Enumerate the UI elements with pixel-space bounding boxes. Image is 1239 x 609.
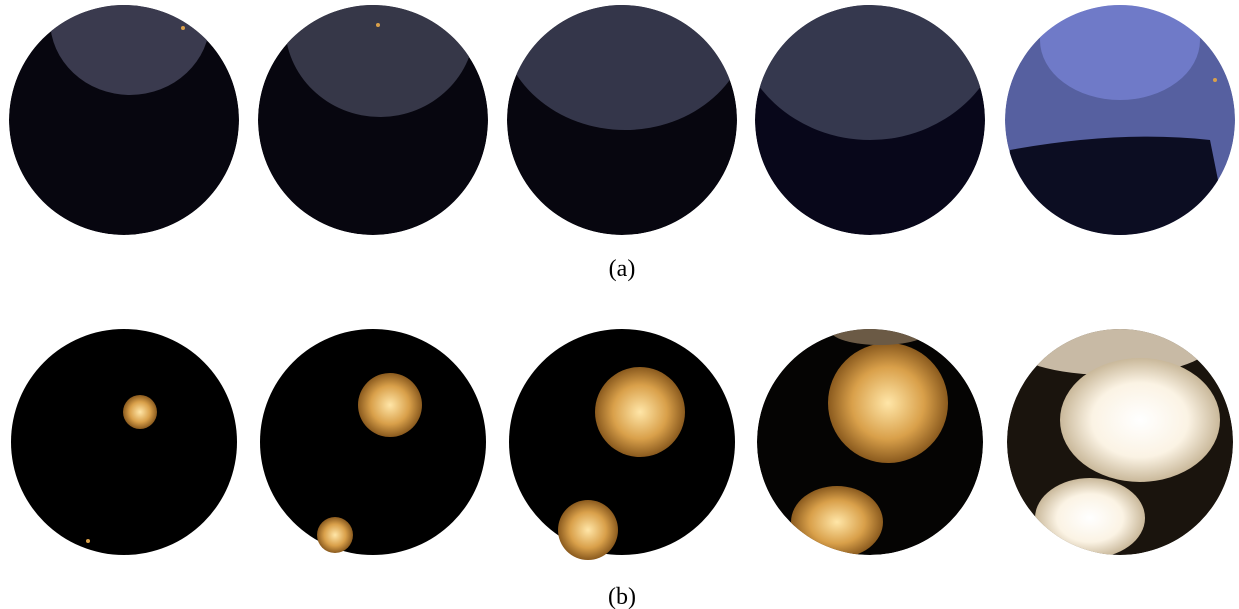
glow-spot <box>595 367 685 457</box>
photo <box>11 329 237 555</box>
glow-spot <box>558 500 618 560</box>
glow-spot <box>317 517 353 553</box>
row-a: (a) <box>9 0 1235 282</box>
photo <box>1000 0 1235 240</box>
figure: (a) (b) <box>0 0 1239 609</box>
photo <box>1007 315 1233 558</box>
photo <box>9 0 239 235</box>
photo <box>258 0 488 235</box>
glow-spot <box>358 373 422 437</box>
photo <box>735 0 1005 235</box>
photo <box>757 315 983 558</box>
row-b: (b) <box>11 315 1233 609</box>
photo <box>260 329 486 555</box>
panel-label: (b) <box>608 584 636 609</box>
glow-spot <box>123 395 157 429</box>
panel-label: (a) <box>609 256 636 282</box>
photo <box>500 0 750 235</box>
